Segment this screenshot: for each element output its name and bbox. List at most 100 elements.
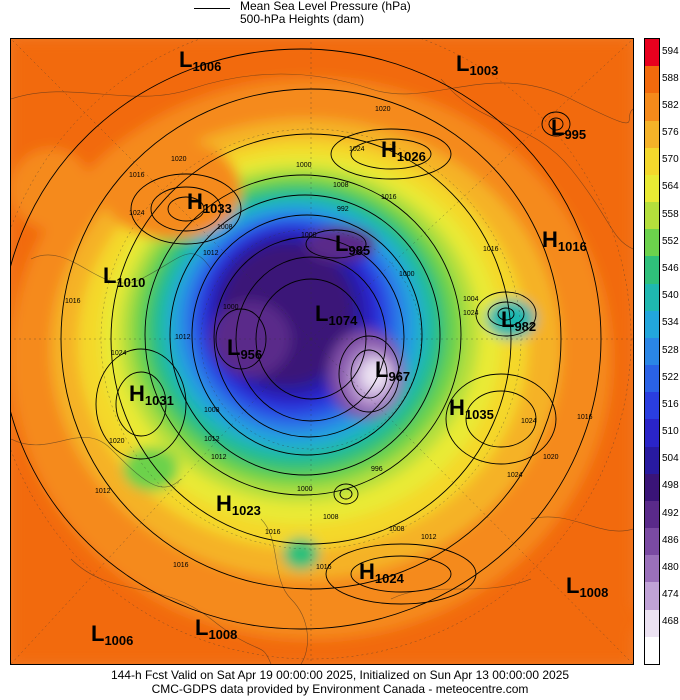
data-credit-text: CMC-GDPS data provided by Environment Ca…	[151, 682, 529, 696]
colorbar-label: 516	[662, 398, 679, 410]
isobar-label: 1024	[521, 418, 537, 425]
isobar-label: 1020	[543, 454, 559, 461]
colorbar-label: 582	[662, 99, 679, 111]
colorbar-label: 480	[662, 561, 679, 573]
colorbar-label: 474	[662, 589, 679, 601]
isobars	[11, 48, 602, 630]
isobar-label: 1000	[296, 162, 312, 169]
colorbar-swatch	[645, 256, 659, 285]
colorbar-label: 576	[662, 127, 679, 139]
map-footer: 144-h Fcst Valid on Sat Apr 19 00:00:00 …	[0, 668, 680, 696]
isobar-label: 1024	[507, 472, 523, 479]
pressure-center: L982	[501, 307, 537, 334]
isobar-label: 1016	[173, 562, 189, 569]
isobar-label: 1024	[129, 210, 145, 217]
pressure-center: L1008	[195, 615, 238, 642]
colorbar-swatch	[645, 93, 659, 122]
colorbar-swatch	[645, 500, 659, 529]
isobar-label: 1016	[129, 172, 145, 179]
isobar-label: 1012	[175, 334, 191, 341]
weather-map: 1020 1024 1000 1016 1016 1024 992 1008 1…	[10, 38, 634, 665]
colorbar-swatch	[645, 39, 659, 67]
colorbar-swatch	[645, 229, 659, 257]
pressure-center: L1003	[456, 51, 499, 78]
colorbar-label: 522	[662, 371, 679, 383]
colorbar-swatch	[645, 283, 659, 312]
colorbar-label: 594	[662, 45, 679, 57]
map-legend: Mean Sea Level Pressure (hPa) 500-hPa He…	[190, 0, 490, 36]
colorbar-label: 510	[662, 426, 679, 438]
isobar-label: 1008	[333, 182, 349, 189]
pressure-center: L1074	[315, 301, 358, 328]
height-fill	[11, 39, 633, 664]
colorbar-swatch	[645, 120, 659, 149]
isobar-label: 1016	[265, 529, 281, 536]
colorbar-label: 558	[662, 208, 679, 220]
isobar-label: 1012	[95, 488, 111, 495]
colorbar-label: 552	[662, 235, 679, 247]
isobar-label: 1000	[301, 232, 317, 239]
isobar-label: 1012	[421, 534, 437, 541]
colorbar-label: 468	[662, 616, 679, 628]
pressure-center: H1023	[216, 491, 261, 518]
colorbar-swatch	[645, 636, 659, 665]
isobar-label: 1000	[223, 304, 239, 311]
colorbar-label: 588	[662, 72, 679, 84]
pressure-center: H1035	[449, 395, 494, 422]
colorbar-swatch	[645, 609, 659, 638]
pressure-center: L956	[227, 335, 263, 362]
isobar-label: 1020	[171, 156, 187, 163]
pressure-center: L1010	[103, 263, 146, 290]
isobar-label: 1012	[203, 250, 219, 257]
pressure-center: L1008	[566, 573, 609, 600]
pressure-center: L967	[375, 357, 411, 384]
colorbar-label: 570	[662, 154, 679, 166]
map-canvas: 1020 1024 1000 1016 1016 1024 992 1008 1…	[11, 39, 633, 664]
isobar-label: 1020	[109, 438, 125, 445]
colorbar-swatch	[645, 446, 659, 475]
colorbar-label: 486	[662, 534, 679, 546]
pressure-center: L985	[335, 231, 371, 258]
pressure-center: L1006	[179, 47, 222, 74]
colorbar-swatch	[645, 392, 659, 420]
height-colorbar	[644, 38, 660, 665]
isobar-label: 1008	[204, 407, 220, 414]
isobar-label: 992	[337, 206, 349, 213]
colorbar-swatch	[645, 473, 659, 502]
pressure-center: H1026	[381, 137, 426, 164]
isobar-label: 1024	[349, 146, 365, 153]
legend-heights-label: 500-hPa Heights (dam)	[240, 12, 365, 26]
pressure-center: L1006	[91, 621, 134, 648]
isobar-label: 1004	[463, 296, 479, 303]
colorbar-label: 504	[662, 453, 679, 465]
isobar-label: 1016	[483, 246, 499, 253]
forecast-valid-text: 144-h Fcst Valid on Sat Apr 19 00:00:00 …	[110, 668, 570, 682]
pressure-center: H1016	[542, 227, 587, 254]
colorbar-label: 540	[662, 290, 679, 302]
isobar-label: 1008	[217, 224, 233, 231]
isobar-label: 1016	[65, 298, 81, 305]
pressure-center: H1031	[129, 381, 174, 408]
colorbar-swatch	[645, 528, 659, 556]
colorbar-label: 498	[662, 480, 679, 492]
isobar-label: 1000	[297, 486, 313, 493]
isobar-label: 1012	[211, 454, 227, 461]
isobar-label: 1012	[204, 436, 220, 443]
colorbar-swatch	[645, 365, 659, 393]
colorbar-label: 546	[662, 262, 679, 274]
colorbar-label: 534	[662, 317, 679, 329]
colorbar-swatch	[645, 419, 659, 448]
isobar-label: 1016	[316, 564, 332, 571]
isobar-label: 1008	[323, 514, 339, 521]
pressure-center: L995	[551, 115, 587, 142]
isobar-label: 996	[371, 466, 383, 473]
isobar-label: 1016	[381, 194, 397, 201]
colorbar-label: 528	[662, 344, 679, 356]
isobar-label: 1000	[399, 271, 415, 278]
isobar-label: 1024	[463, 310, 479, 317]
isobar-label: 1020	[375, 106, 391, 113]
isobar-label: 1008	[389, 526, 405, 533]
colorbar-label: 564	[662, 181, 679, 193]
isobar-label: 1016	[577, 414, 593, 421]
isobar-label: 1024	[111, 350, 127, 357]
